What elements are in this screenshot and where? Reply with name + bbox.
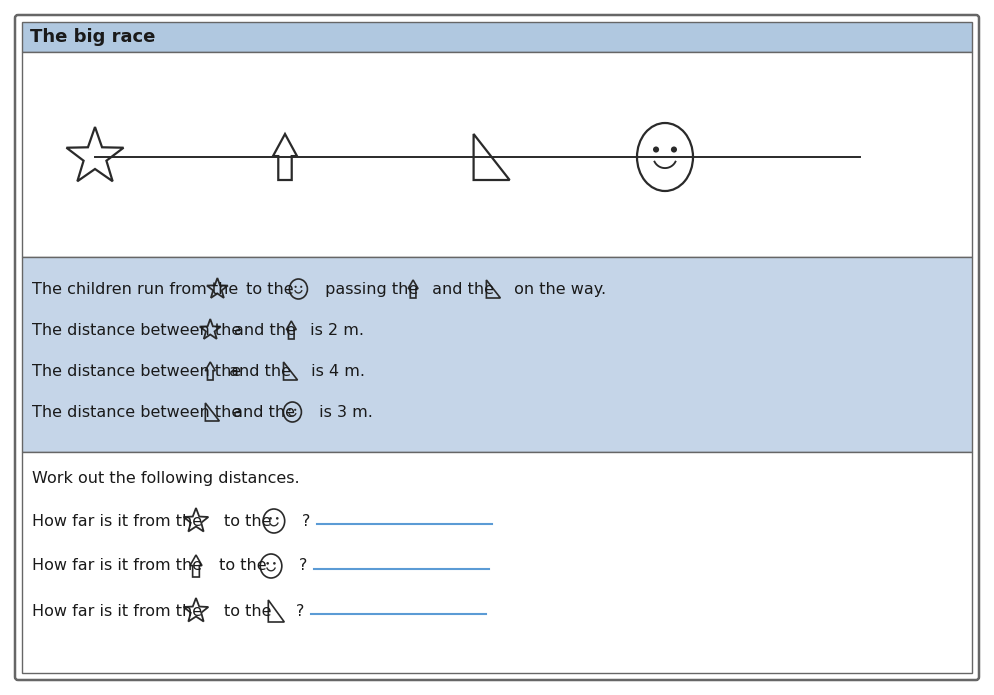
Text: to the: to the <box>224 603 276 619</box>
Text: to the: to the <box>214 559 271 573</box>
FancyBboxPatch shape <box>15 15 979 680</box>
Circle shape <box>294 409 296 411</box>
Bar <box>22 52 972 257</box>
Circle shape <box>288 409 290 411</box>
Text: and the: and the <box>225 363 296 379</box>
Text: ?: ? <box>302 514 310 528</box>
Circle shape <box>273 562 275 564</box>
Text: and the: and the <box>229 404 300 420</box>
Bar <box>22 452 972 673</box>
Text: Work out the following distances.: Work out the following distances. <box>32 471 299 486</box>
Text: The children run from the: The children run from the <box>32 281 244 297</box>
Text: to the: to the <box>224 514 276 528</box>
Circle shape <box>276 517 278 520</box>
Text: The distance between the: The distance between the <box>32 363 247 379</box>
Text: and the: and the <box>235 322 301 338</box>
Text: is 3 m.: is 3 m. <box>314 404 374 420</box>
Bar <box>22 257 972 452</box>
Circle shape <box>269 517 272 520</box>
Bar <box>22 22 972 52</box>
Text: The big race: The big race <box>30 28 155 46</box>
Text: and the: and the <box>427 281 499 297</box>
Circle shape <box>671 147 677 153</box>
Text: The distance between the: The distance between the <box>32 322 247 338</box>
Circle shape <box>294 286 297 288</box>
Text: on the way.: on the way. <box>509 281 606 297</box>
Text: How far is it from the: How far is it from the <box>32 514 208 528</box>
Text: ?: ? <box>299 559 307 573</box>
Text: How far is it from the: How far is it from the <box>32 603 208 619</box>
Text: is 2 m.: is 2 m. <box>305 322 364 338</box>
Text: to the: to the <box>242 281 299 297</box>
Text: How far is it from the: How far is it from the <box>32 559 208 573</box>
Text: is 4 m.: is 4 m. <box>306 363 366 379</box>
Text: The distance between the: The distance between the <box>32 404 247 420</box>
Text: ?: ? <box>296 603 304 619</box>
Circle shape <box>266 562 269 564</box>
Text: passing the: passing the <box>320 281 423 297</box>
Circle shape <box>653 147 659 153</box>
Circle shape <box>300 286 302 288</box>
